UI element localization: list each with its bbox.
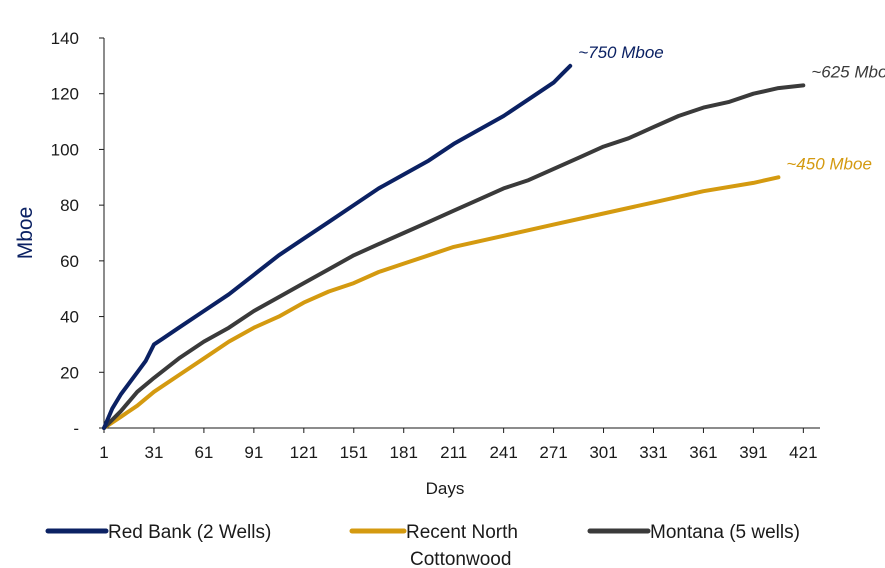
x-tick-label: 331 (639, 443, 667, 462)
y-axis-title: Mboe (14, 207, 37, 260)
series-end-annotation: ~625 Mboe (811, 62, 885, 81)
x-tick-label: 31 (144, 443, 163, 462)
x-axis-title: Days (426, 479, 465, 498)
axes: - 20 40 60 80 100 120 140 1 31 61 91 121 151 181 211 241… (51, 29, 820, 462)
y-tick-label: 140 (51, 29, 79, 48)
y-tick-label: 80 (60, 196, 79, 215)
x-tick-label: 421 (789, 443, 817, 462)
series-line (102, 175, 781, 430)
series-layer (102, 63, 806, 430)
x-tick-label: 181 (390, 443, 418, 462)
y-tick-label: 40 (60, 308, 79, 327)
x-tick-label: 61 (194, 443, 213, 462)
y-tick-label: 120 (51, 85, 79, 104)
y-tick-label: 60 (60, 252, 79, 271)
x-tick-label: 271 (539, 443, 567, 462)
x-tick-label: 151 (340, 443, 368, 462)
x-tick-label: 1 (99, 443, 108, 462)
series-end-annotation: ~450 Mboe (786, 154, 872, 173)
series-line (102, 63, 573, 430)
x-tick-label: 241 (489, 443, 517, 462)
legend: Red Bank (2 Wells) Recent North Cottonwood… (45, 522, 800, 568)
legend-label: Red Bank (2 Wells) (108, 522, 271, 543)
x-tick-label: 91 (244, 443, 263, 462)
x-tick-label: 121 (290, 443, 318, 462)
x-tick-label: 391 (739, 443, 767, 462)
annotations: ~750 Mboe ~450 Mboe ~625 Mboe (578, 43, 885, 173)
x-tick-label: 301 (589, 443, 617, 462)
x-tick-label: 361 (689, 443, 717, 462)
y-tick-label: - (73, 419, 79, 438)
y-tick-label: 100 (51, 140, 79, 159)
series-end-annotation: ~750 Mboe (578, 43, 664, 62)
series-line (102, 83, 806, 430)
y-tick-label: 20 (60, 363, 79, 382)
legend-label: Recent North Cottonwood (406, 522, 518, 568)
legend-label: Montana (5 wells) (650, 522, 800, 543)
x-tick-label: 211 (440, 443, 467, 462)
